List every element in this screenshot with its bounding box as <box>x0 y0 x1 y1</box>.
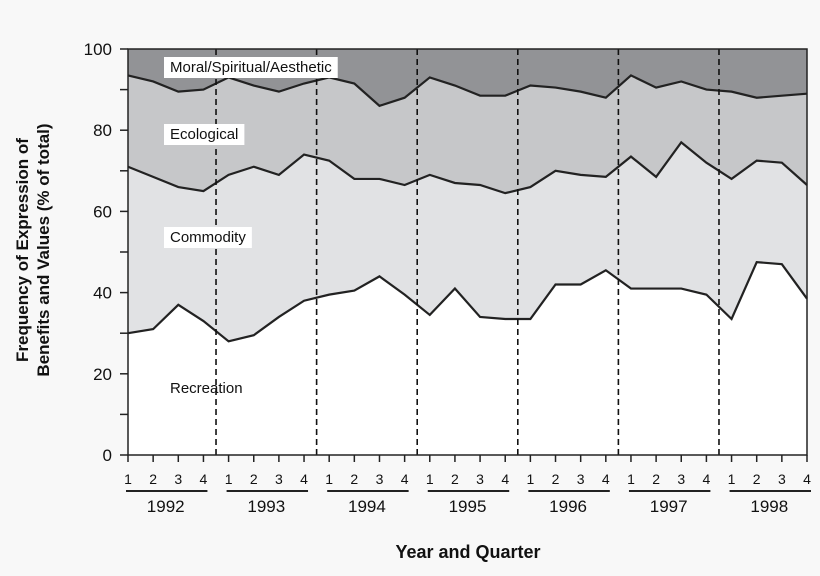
area-commodity <box>128 142 807 342</box>
area-recreation <box>128 262 807 455</box>
quarter-label: 3 <box>476 471 484 487</box>
label-box <box>164 57 338 78</box>
quarter-label: 3 <box>778 471 786 487</box>
y-tick-label: 40 <box>93 284 112 303</box>
quarter-label: 2 <box>652 471 660 487</box>
quarter-label: 1 <box>225 471 233 487</box>
quarter-label: 2 <box>451 471 459 487</box>
quarter-label: 4 <box>803 471 811 487</box>
y-tick-label: 20 <box>93 365 112 384</box>
quarter-label: 3 <box>677 471 685 487</box>
boundary-line-commodity <box>127 140 808 195</box>
quarter-label: 4 <box>300 471 308 487</box>
y-tick-label: 0 <box>103 446 112 465</box>
quarter-label: 3 <box>174 471 182 487</box>
quarter-label: 1 <box>325 471 333 487</box>
year-label: 1996 <box>549 497 587 516</box>
boundary-line-recreation <box>127 260 808 343</box>
quarter-label: 1 <box>426 471 434 487</box>
y-tick-label: 100 <box>84 40 112 59</box>
quarter-label: 3 <box>275 471 283 487</box>
quarter-label: 4 <box>703 471 711 487</box>
label-box <box>164 227 252 248</box>
boundary-line-ecological <box>127 74 808 108</box>
series-label: Ecological <box>170 126 238 143</box>
year-label: 1993 <box>247 497 285 516</box>
series-label: Moral/Spiritual/Aesthetic <box>170 59 332 76</box>
series-label: Recreation <box>170 380 243 397</box>
quarter-label: 4 <box>602 471 610 487</box>
quarter-label: 1 <box>526 471 534 487</box>
year-label: 1995 <box>449 497 487 516</box>
quarter-label: 3 <box>577 471 585 487</box>
year-label: 1997 <box>650 497 688 516</box>
y-axis-title-line2: Benefits and Values (% of total) <box>34 123 53 376</box>
series-label: Commodity <box>170 229 246 246</box>
quarter-label: 4 <box>401 471 409 487</box>
x-axis-title: Year and Quarter <box>395 542 540 562</box>
quarter-label: 2 <box>350 471 358 487</box>
year-label: 1998 <box>750 497 788 516</box>
y-tick-label: 60 <box>93 202 112 221</box>
area-ecological <box>128 75 807 194</box>
quarter-label: 4 <box>200 471 208 487</box>
quarter-label: 1 <box>627 471 635 487</box>
quarter-label: 2 <box>250 471 258 487</box>
quarter-label: 3 <box>376 471 384 487</box>
year-label: 1992 <box>147 497 185 516</box>
quarter-label: 1 <box>124 471 132 487</box>
quarter-label: 2 <box>753 471 761 487</box>
quarter-label: 2 <box>552 471 560 487</box>
quarter-label: 1 <box>728 471 736 487</box>
y-axis-title-line1: Frequency of Expression of <box>13 138 32 362</box>
label-box <box>164 124 245 145</box>
quarter-label: 2 <box>149 471 157 487</box>
y-tick-label: 80 <box>93 121 112 140</box>
quarter-label: 4 <box>501 471 509 487</box>
year-label: 1994 <box>348 497 386 516</box>
